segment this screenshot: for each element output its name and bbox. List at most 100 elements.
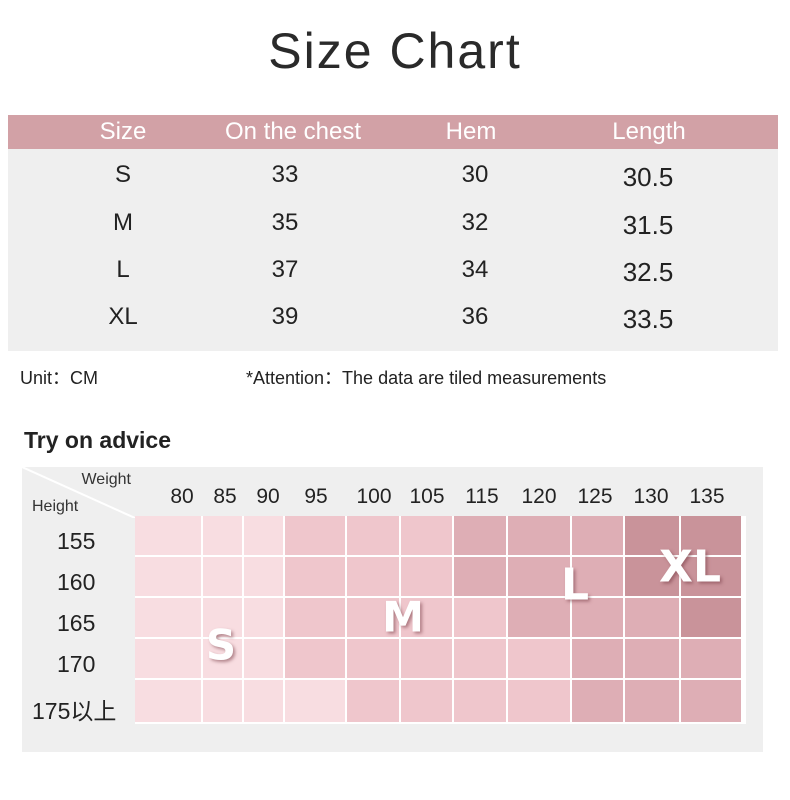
size-row: M 35 32 31.5 bbox=[8, 201, 778, 248]
grid-cell bbox=[625, 516, 681, 557]
grid-cell bbox=[625, 680, 681, 724]
grid-cell bbox=[508, 639, 572, 680]
weight-label: 90 bbox=[256, 485, 280, 508]
grid-cell bbox=[572, 680, 625, 724]
grid-cell bbox=[285, 598, 347, 639]
grid-cell bbox=[347, 680, 401, 724]
hem-cell: 34 bbox=[461, 256, 489, 283]
corner-header: Weight Height bbox=[22, 467, 135, 518]
grid-cell bbox=[681, 557, 743, 598]
grid-cell bbox=[244, 516, 285, 557]
grid-cell bbox=[285, 639, 347, 680]
attention-note: *Attention：The data are tiled measuremen… bbox=[246, 368, 607, 388]
size-cell: L bbox=[116, 256, 130, 283]
zone-letter-m: M bbox=[382, 592, 424, 642]
grid-cell bbox=[572, 598, 625, 639]
weight-axis-label: Weight bbox=[81, 471, 131, 488]
grid-cell bbox=[135, 639, 203, 680]
weight-label: 100 bbox=[356, 485, 392, 508]
grid-cell bbox=[401, 557, 454, 598]
grid-cell bbox=[401, 639, 454, 680]
size-row: XL 39 36 33.5 bbox=[8, 295, 778, 342]
height-label: 165 bbox=[57, 610, 96, 636]
grid-cell bbox=[203, 598, 244, 639]
grid-cell bbox=[454, 680, 508, 724]
grid-cell bbox=[135, 598, 203, 639]
size-row: S 33 30 30.5 bbox=[8, 153, 778, 200]
chest-cell: 37 bbox=[271, 256, 299, 283]
height-label: 170 bbox=[57, 651, 96, 677]
diagonal-divider bbox=[22, 467, 135, 518]
height-label: 155 bbox=[57, 528, 96, 554]
weight-label: 135 bbox=[689, 485, 725, 508]
hem-cell: 36 bbox=[461, 303, 489, 330]
try-on-advice-chart: Weight Height 80 85 90 95 100 105 115 120 125 130… bbox=[22, 467, 763, 752]
grid-cell bbox=[508, 516, 572, 557]
grid-cell bbox=[508, 557, 572, 598]
grid-cell bbox=[244, 639, 285, 680]
grid-cell bbox=[347, 516, 401, 557]
height-axis-label: Height bbox=[32, 498, 79, 515]
grid-cell bbox=[681, 598, 743, 639]
grid-cell bbox=[681, 639, 743, 680]
grid-cell bbox=[401, 598, 454, 639]
grid-cell bbox=[203, 639, 244, 680]
grid-cell bbox=[508, 598, 572, 639]
grid-cell bbox=[681, 680, 743, 724]
zone-letter-l: L bbox=[560, 559, 590, 611]
weight-label: 80 bbox=[170, 485, 194, 508]
weight-label: 105 bbox=[409, 485, 445, 508]
header-size: Size bbox=[99, 118, 147, 145]
chest-cell: 35 bbox=[271, 209, 299, 236]
grid-cell bbox=[203, 680, 244, 724]
height-label: 160 bbox=[57, 569, 96, 595]
grid-cell bbox=[244, 557, 285, 598]
grid-cell bbox=[347, 598, 401, 639]
grid-cell bbox=[508, 680, 572, 724]
size-row: L 37 34 32.5 bbox=[8, 248, 778, 295]
header-chest: On the chest bbox=[224, 118, 362, 145]
grid-cell bbox=[135, 516, 203, 557]
grid-cell bbox=[454, 598, 508, 639]
size-table: Size On the chest Hem Length S 33 30 30.… bbox=[8, 115, 778, 351]
weight-label: 115 bbox=[465, 485, 499, 508]
zone-letter-xl: XL bbox=[659, 541, 721, 593]
length-cell: 31.5 bbox=[622, 210, 674, 240]
grid-cell bbox=[135, 680, 203, 724]
length-cell: 32.5 bbox=[622, 257, 674, 287]
advice-title: Try on advice bbox=[24, 427, 172, 453]
grid-cell bbox=[347, 557, 401, 598]
weight-label: 120 bbox=[521, 485, 557, 508]
header-length: Length bbox=[612, 118, 686, 145]
length-cell: 30.5 bbox=[622, 162, 674, 192]
grid-cell bbox=[625, 598, 681, 639]
weight-label: 130 bbox=[633, 485, 669, 508]
grid-cell bbox=[572, 516, 625, 557]
grid-cell bbox=[203, 557, 244, 598]
grid-cell bbox=[681, 516, 743, 557]
grid-cell bbox=[244, 598, 285, 639]
grid-cell bbox=[454, 557, 508, 598]
chest-cell: 39 bbox=[271, 303, 299, 330]
zone-letter-s: S bbox=[205, 620, 237, 670]
grid-cell bbox=[454, 516, 508, 557]
weight-label: 95 bbox=[304, 485, 328, 508]
grid-cell bbox=[572, 639, 625, 680]
size-cell: XL bbox=[108, 303, 138, 330]
unit-note: Unit：CM bbox=[20, 368, 99, 388]
grid-cell bbox=[347, 639, 401, 680]
grid-cell bbox=[572, 557, 625, 598]
grid-cell bbox=[401, 516, 454, 557]
fit-grid bbox=[135, 516, 746, 724]
weight-label: 85 bbox=[213, 485, 237, 508]
grid-cell bbox=[203, 516, 244, 557]
length-cell: 33.5 bbox=[622, 304, 674, 334]
size-cell: M bbox=[113, 209, 133, 236]
grid-cell bbox=[625, 557, 681, 598]
weight-label: 125 bbox=[577, 485, 613, 508]
grid-cell bbox=[454, 639, 508, 680]
grid-cell bbox=[285, 680, 347, 724]
header-hem: Hem bbox=[445, 118, 497, 145]
grid-cell bbox=[285, 557, 347, 598]
size-cell: S bbox=[114, 161, 132, 188]
